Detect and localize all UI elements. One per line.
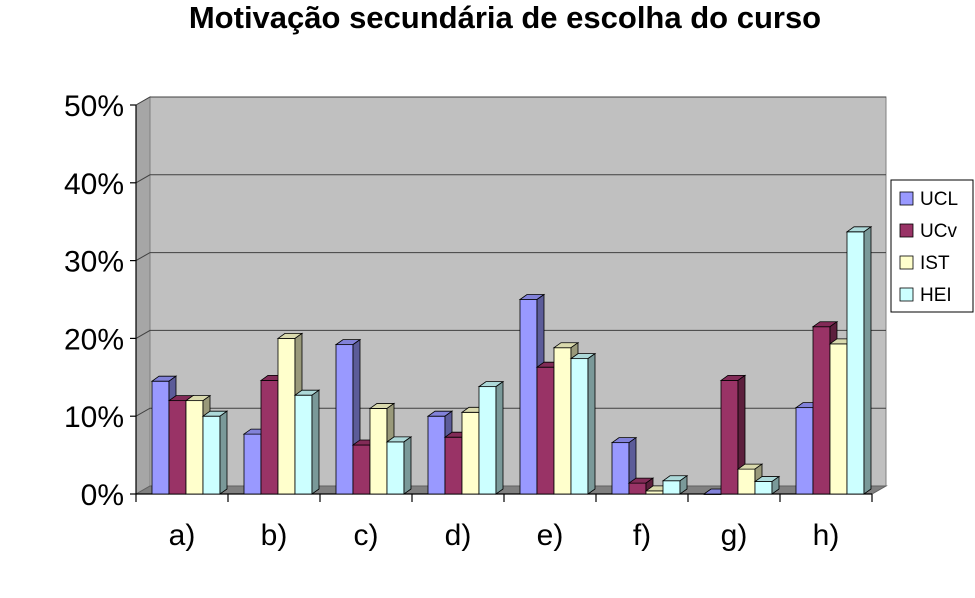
bar-hei-4 [569,352,597,495]
legend-swatch-ucv [899,223,914,238]
bar-ucv-6 [719,374,747,495]
chart-title: Motivação secundária de escolha do curso [188,0,822,35]
plot-side-wall [135,96,151,495]
bar-hei-5 [661,474,689,495]
y-tick-label: 50% [64,90,124,123]
grid-line [135,252,886,262]
x-axis: a) b) c) d) e) f) g) h) [135,493,873,552]
grid-line [135,407,886,417]
bar-hei-2 [385,436,413,495]
grid-line [135,174,886,184]
bar-hei-7 [845,226,873,495]
x-tick-label: c) [354,519,379,552]
y-axis: 0% 10% 20% 30% 40% 50% [64,90,137,512]
x-tick-label: g) [721,519,748,552]
bars [150,226,873,495]
x-tick-label: h) [813,519,840,552]
legend-label-ucv: UCv [920,221,957,242]
x-tick-label: f) [633,519,651,552]
x-tick-label: b) [261,519,288,552]
bar-hei-1 [293,389,321,495]
legend-swatch-hei [899,287,914,302]
grid-line [135,329,886,339]
y-tick-label: 10% [64,401,124,434]
y-tick-label: 0% [81,479,124,512]
x-tick-label: d) [445,519,472,552]
bar-hei-0 [201,410,229,495]
grid-line [135,96,886,106]
legend-label-ucl: UCL [920,189,958,210]
bar-hei-6 [753,475,781,495]
legend-swatch-ist [899,255,914,270]
y-tick-label: 20% [64,323,124,356]
grid-lines [135,96,886,417]
legend: UCL UCv IST HEI [890,179,974,313]
x-tick-label: a) [169,519,196,552]
x-tick-label: e) [537,519,564,552]
legend-swatch-ucl [899,191,914,206]
bar-hei-3 [477,380,505,495]
y-tick-label: 40% [64,168,124,201]
y-tick-label: 30% [64,246,124,279]
plot-back-wall [149,96,887,487]
legend-label-hei: HEI [920,285,952,306]
legend-label-ist: IST [920,253,950,274]
